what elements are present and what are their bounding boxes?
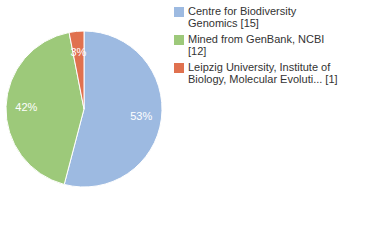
data-label: 3% — [71, 46, 87, 58]
legend-entry: Leipzig University, Institute of Biology… — [174, 61, 374, 85]
legend: Centre for Biodiversity Genomics [15] Min… — [174, 5, 374, 89]
legend-swatch — [174, 63, 184, 73]
slice — [69, 31, 84, 109]
slices — [6, 31, 162, 187]
legend-label: Mined from GenBank, NCBI [12] — [188, 33, 340, 57]
legend-entry: Mined from GenBank, NCBI [12] — [174, 33, 374, 57]
data-label: 53% — [130, 110, 152, 122]
legend-swatch — [174, 35, 184, 45]
data-label: 42% — [15, 101, 37, 113]
legend-label: Leipzig University, Institute of Biology… — [188, 61, 340, 85]
data-labels: 53% 42% 3% — [15, 46, 152, 123]
legend-swatch — [174, 7, 184, 17]
legend-entry: Centre for Biodiversity Genomics [15] — [174, 5, 374, 29]
legend-label: Centre for Biodiversity Genomics [15] — [188, 5, 340, 29]
